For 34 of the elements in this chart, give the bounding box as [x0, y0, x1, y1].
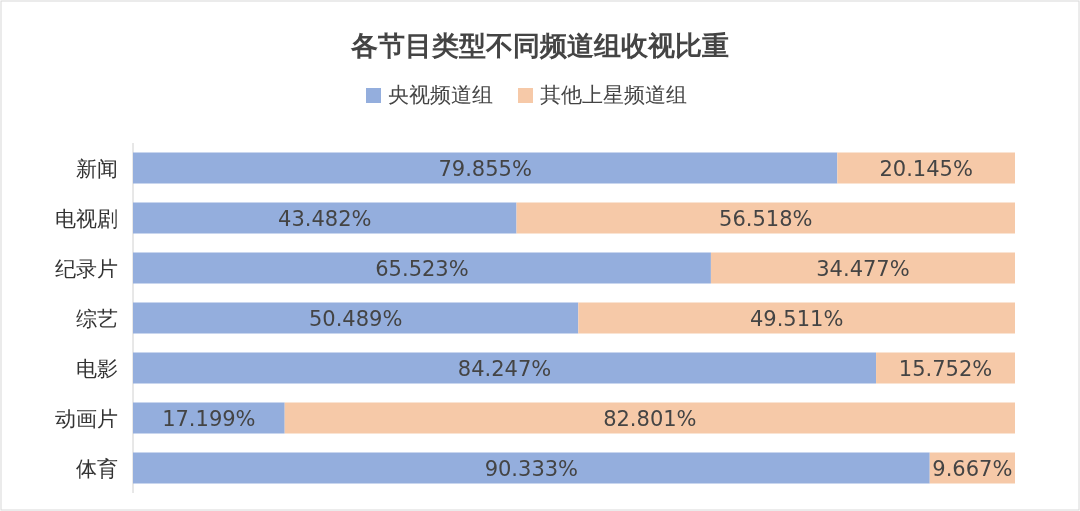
legend-label: 央视频道组 [388, 83, 493, 107]
data-label: 56.518% [719, 207, 813, 231]
bar [133, 302, 579, 334]
y-tick-label: 体育 [76, 457, 118, 481]
bar [516, 202, 1015, 234]
y-tick-label: 综艺 [76, 307, 118, 331]
data-label: 82.801% [603, 407, 697, 431]
data-label: 50.489% [308, 307, 403, 331]
bar [710, 252, 1015, 284]
y-tick-label: 电影 [76, 357, 118, 381]
data-label: 9.667% [932, 457, 1013, 481]
data-label: 49.511% [749, 307, 844, 331]
data-label: 20.145% [879, 157, 973, 181]
chart-title: 各节目类型不同频道组收视比重 [350, 30, 729, 61]
bar [578, 302, 1015, 334]
y-tick-label: 纪录片 [55, 257, 118, 281]
bar [133, 202, 517, 234]
data-label: 84.247% [457, 357, 552, 381]
data-label: 79.855% [438, 157, 532, 181]
bar [133, 452, 930, 484]
legend-label: 其他上星频道组 [540, 83, 687, 107]
y-tick-label: 新闻 [76, 157, 118, 181]
data-label: 34.477% [816, 257, 910, 281]
bar [284, 402, 1015, 434]
y-tick-label: 动画片 [55, 407, 118, 431]
bar [133, 352, 877, 384]
data-label: 43.482% [278, 207, 372, 231]
bar [133, 252, 711, 284]
bar [133, 152, 838, 184]
data-label: 17.199% [162, 407, 256, 431]
data-label: 15.752% [898, 357, 993, 381]
y-tick-label: 电视剧 [55, 207, 118, 231]
data-label: 65.523% [375, 257, 469, 281]
data-label: 90.333% [484, 457, 579, 481]
